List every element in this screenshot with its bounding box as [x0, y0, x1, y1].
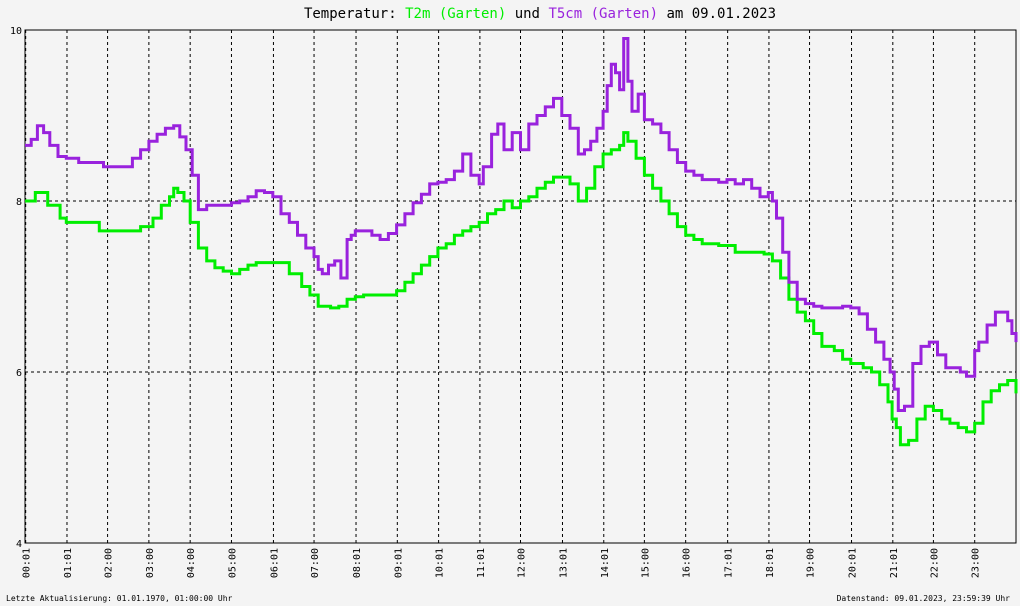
x-tick-label: 05:00	[227, 548, 238, 578]
x-tick-label: 16:00	[682, 548, 693, 578]
series-line-t2m	[25, 131, 1018, 447]
chart-title: Temperatur: T2m (Garten) und T5cm (Garte…	[304, 6, 776, 22]
axes	[24, 29, 1017, 544]
x-tick-label: 06:01	[269, 548, 280, 578]
x-tick-label: 11:01	[476, 548, 487, 578]
x-tick-label: 17:01	[724, 548, 735, 578]
y-tick-label: 10	[10, 26, 22, 37]
x-tick-label: 00:01	[22, 548, 33, 578]
title-prefix: Temperatur:	[304, 6, 397, 22]
title-series-t5cm: T5cm (Garten)	[548, 6, 658, 22]
y-tick-label: 4	[16, 539, 22, 550]
y-tick-labels: 4 6 8 10	[10, 26, 22, 550]
x-tick-label: 04:00	[186, 548, 197, 578]
x-tick-label: 15:00	[640, 548, 651, 578]
y-tick-label: 6	[16, 368, 22, 379]
x-tick-label: 10:01	[435, 548, 446, 578]
title-joiner: und	[515, 6, 540, 22]
x-tick-label: 02:00	[104, 548, 115, 578]
footer-last-update: Letzte Aktualisierung: 01.01.1970, 01:00…	[6, 594, 233, 603]
y-tick-label: 8	[16, 197, 22, 208]
x-tick-label: 03:00	[145, 548, 156, 578]
x-tick-label: 14:01	[600, 548, 611, 578]
x-tick-label: 20:01	[848, 548, 859, 578]
series-lines	[25, 37, 1018, 447]
x-tick-label: 22:00	[929, 548, 940, 578]
x-tick-label: 18:01	[765, 548, 776, 578]
x-tick-label: 09:01	[393, 548, 404, 578]
footer-data-status: Datenstand: 09.01.2023, 23:59:39 Uhr	[837, 594, 1011, 603]
x-tick-labels: 00:01 01:01 02:00 03:00 04:00 05:00 06:01 07:00…	[22, 548, 982, 578]
x-tick-label: 21:01	[889, 548, 900, 578]
x-tick-label: 13:01	[558, 548, 569, 578]
x-tick-label: 19:00	[806, 548, 817, 578]
title-suffix: am 09.01.2023	[666, 6, 776, 22]
series-line-t5cm	[25, 37, 1018, 412]
x-tick-label: 12:00	[517, 548, 528, 578]
x-tick-label: 01:01	[63, 548, 74, 578]
x-tick-label: 23:00	[971, 548, 982, 578]
x-tick-label: 08:01	[352, 548, 363, 578]
x-tick-label: 07:00	[310, 548, 321, 578]
plot-frame	[24, 29, 1017, 544]
title-series-t2m: T2m (Garten)	[405, 6, 506, 22]
